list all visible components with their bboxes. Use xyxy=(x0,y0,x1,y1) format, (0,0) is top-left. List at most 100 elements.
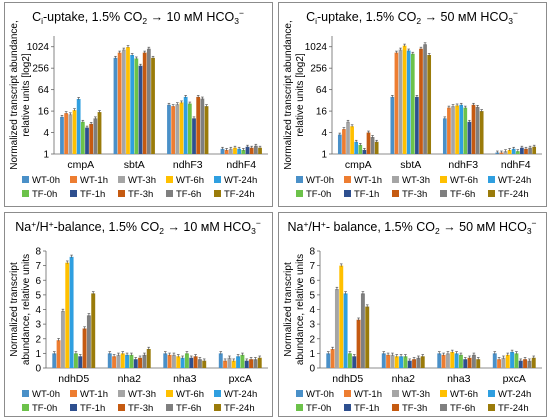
bar-ndhF3-WT-0h xyxy=(167,104,171,154)
bar-pxcA-WT-6h xyxy=(231,360,236,368)
bar-nha3-WT-0h xyxy=(163,353,168,368)
bar-nha3-TF-3h xyxy=(193,356,198,368)
bar-ndhD5-WT-24h xyxy=(69,256,74,368)
bar-sbtA-TF-0h xyxy=(410,53,415,155)
bar-nha3-TF-3h xyxy=(467,357,472,368)
bar-cmpA-TF-3h xyxy=(89,123,94,154)
x-tick-label: nha3 xyxy=(173,373,197,385)
legend-entry: WT-24h xyxy=(224,175,257,186)
bar-nha2-WT-0h xyxy=(107,353,112,368)
bar-sbtA-WT-24h xyxy=(406,50,411,154)
legend-swatch xyxy=(488,176,495,183)
bar-sbtA-TF-24h xyxy=(427,54,432,154)
x-tick-label: ndhF3 xyxy=(448,159,478,171)
bar-sbtA-TF-1h xyxy=(138,65,143,154)
bar-ndhD5-TF-3h xyxy=(356,319,361,368)
bar-ndhF3-TF-6h xyxy=(200,98,205,154)
y-tick-label: 4 xyxy=(321,128,327,139)
legend-entry: TF-6h xyxy=(176,403,201,414)
bar-ndhF3-WT-1h xyxy=(171,106,176,154)
bar-cmpA-WT-0h xyxy=(60,116,64,154)
bar-ndhF3-WT-24h xyxy=(459,104,464,154)
bar-sbtA-TF-6h xyxy=(423,44,427,154)
bar-ndhF3-TF-1h xyxy=(467,121,472,154)
bar-nha2-WT-1h xyxy=(112,356,117,368)
y-tick-label: 2 xyxy=(35,334,41,345)
x-tick-label: cmpA xyxy=(345,159,372,171)
legend-swatch xyxy=(214,176,221,183)
bar-cmpA-WT-24h xyxy=(76,98,81,154)
y-tick-label: 8 xyxy=(35,247,41,258)
legend-swatch xyxy=(118,404,125,411)
bar-ndhF4-WT-24h xyxy=(237,148,242,154)
bar-pxcA-TF-3h xyxy=(249,359,254,368)
bar-nha2-TF-24h xyxy=(420,356,425,368)
legend-entry: WT-6h xyxy=(176,175,204,186)
y-axis-label: Normalized transcript abundance, xyxy=(283,20,294,170)
bar-nha3-WT-6h xyxy=(450,351,455,368)
bar-ndhD5-TF-1h xyxy=(352,356,357,368)
bar-ndhD5-WT-3h xyxy=(334,289,339,368)
bar-sbtA-TF-6h xyxy=(146,48,151,154)
legend-entry: WT-1h xyxy=(80,389,108,400)
bar-nha3-WT-3h xyxy=(445,353,450,368)
bar-nha2-WT-1h xyxy=(386,354,391,368)
bar-cmpA-TF-24h xyxy=(97,112,102,154)
bar-ndhF4-WT-24h xyxy=(511,148,516,154)
legend-entry: TF-3h xyxy=(128,403,153,414)
legend-entry: WT-1h xyxy=(354,389,382,400)
y-tick-label: 1024 xyxy=(305,42,328,53)
chart-panel-3: Na+/H+-balance, 1.5% CO2 → 10 мМ HCO3− 0 1… xyxy=(4,212,273,417)
bar-ndhD5-TF-6h xyxy=(360,293,365,368)
bar-pxcA-TF-0h xyxy=(240,354,245,368)
bar-sbtA-WT-0h xyxy=(390,96,395,154)
legend-swatch xyxy=(70,190,77,197)
chart-panel-4: Na+/H+- balance, 1.5% CO2 → 50 мМ HCO3− 0… xyxy=(278,212,547,417)
y-tick-label: 1 xyxy=(35,349,41,360)
legend-swatch xyxy=(22,404,29,411)
bar-sbtA-WT-3h xyxy=(398,49,403,155)
y-tick-label: 6 xyxy=(35,276,41,287)
legend-entry: WT-0h xyxy=(32,175,60,186)
bar-pxcA-TF-6h xyxy=(527,360,532,368)
bar-nha2-TF-0h xyxy=(129,354,134,368)
legend-swatch xyxy=(296,390,303,397)
legend-entry: WT-1h xyxy=(354,175,382,186)
y-tick-label: 0 xyxy=(309,364,315,375)
legend-entry: WT-0h xyxy=(306,175,334,186)
bar-sbtA-TF-3h xyxy=(419,48,423,154)
bar-pxcA-TF-1h xyxy=(244,360,249,368)
y-axis-label: Normalized transcript abundance, xyxy=(9,20,20,170)
legend-swatch xyxy=(488,390,495,397)
bar-cmpA-WT-6h xyxy=(350,126,354,154)
legend-entry: WT-6h xyxy=(176,389,204,400)
y-tick-label: 256 xyxy=(32,64,49,75)
bar-sbtA-TF-0h xyxy=(134,58,139,154)
bar-nha2-WT-6h xyxy=(120,353,125,368)
bar-nha2-TF-3h xyxy=(138,357,143,368)
bar-cmpA-WT-1h xyxy=(64,113,69,154)
bar-sbtA-TF-3h xyxy=(142,52,147,154)
bar-nha3-TF-6h xyxy=(471,354,476,368)
bar-cmpA-TF-1h xyxy=(362,149,367,154)
legend-swatch xyxy=(214,190,221,197)
bar-pxcA-WT-3h xyxy=(227,357,232,368)
bar-nha2-TF-6h xyxy=(142,354,147,368)
legend-entry: TF-0h xyxy=(32,403,57,414)
bar-ndhF4-TF-1h xyxy=(245,146,250,154)
bar-cmpA-TF-0h xyxy=(358,144,363,154)
legend-swatch xyxy=(440,390,447,397)
bar-ndhF4-WT-1h xyxy=(224,149,229,154)
legend-swatch xyxy=(22,390,29,397)
bar-ndhF4-WT-6h xyxy=(233,147,237,154)
bar-cmpA-WT-0h xyxy=(337,134,342,154)
y-tick-label: 16 xyxy=(38,107,50,118)
bar-nha3-WT-1h xyxy=(167,354,172,368)
legend-entry: TF-0h xyxy=(306,189,331,200)
bar-nha3-TF-24h xyxy=(202,360,207,368)
bar-ndhF4-TF-3h xyxy=(249,147,254,154)
y-tick-label: 64 xyxy=(316,85,328,96)
bar-pxcA-WT-1h xyxy=(497,359,502,368)
x-tick-label: ndhF4 xyxy=(501,159,531,171)
legend-entry: TF-24h xyxy=(498,403,529,414)
